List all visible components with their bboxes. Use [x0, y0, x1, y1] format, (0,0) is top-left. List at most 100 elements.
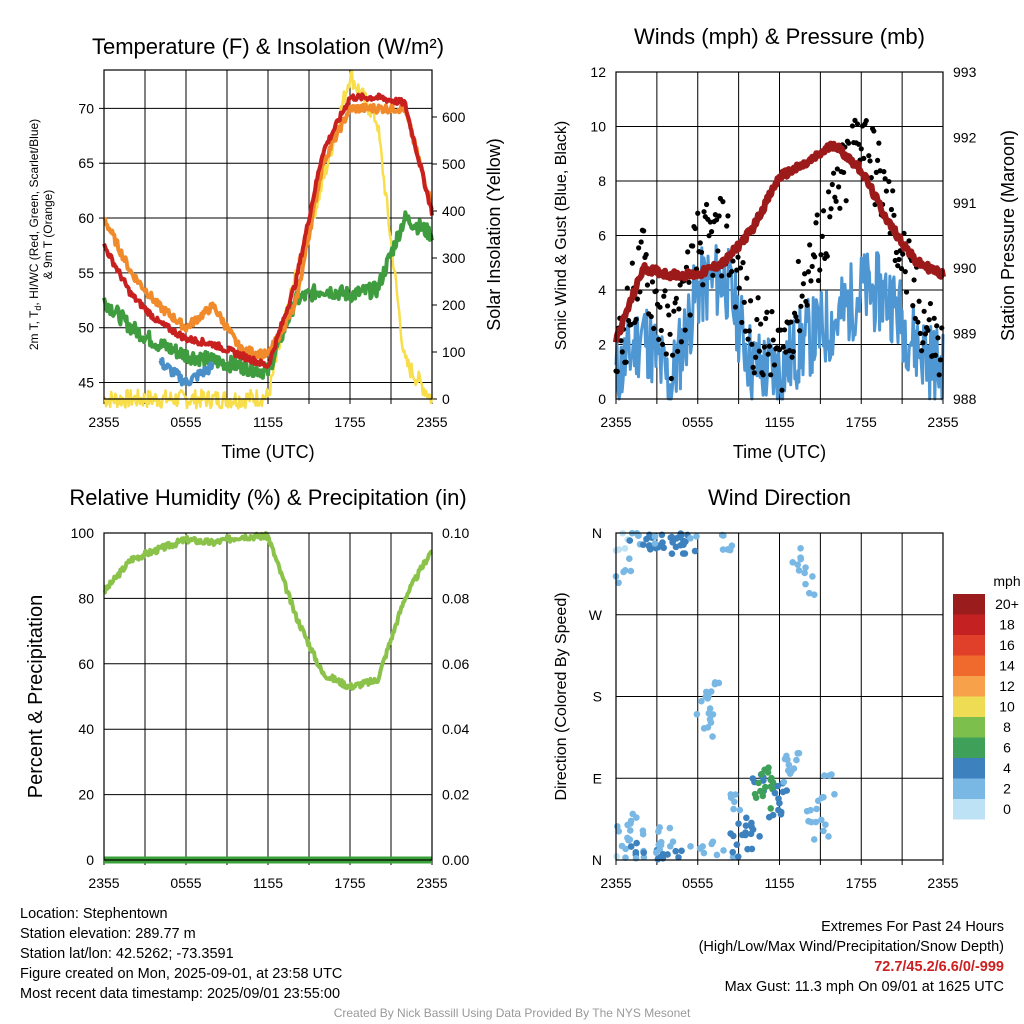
direction-point — [742, 831, 749, 839]
y-tick-label: E — [593, 770, 602, 786]
max-gust-text: Max Gust: 11.3 mph On 09/01 at 1625 UTC — [724, 979, 1004, 995]
extremes-title: Extremes For Past 24 Hours — [821, 919, 1004, 935]
direction-point — [764, 769, 772, 776]
direction-point — [794, 561, 802, 568]
direction-point — [810, 836, 818, 843]
direction-point — [622, 845, 629, 853]
gust-point — [658, 327, 664, 334]
gust-point — [920, 340, 926, 346]
direction-point — [702, 688, 710, 696]
gust-point — [677, 282, 683, 288]
gust-point — [789, 354, 795, 360]
series-solar — [103, 70, 434, 410]
legend-title: mph — [993, 573, 1020, 589]
direction-point — [615, 579, 622, 587]
gust-point — [776, 347, 783, 353]
x-tick-label: 1755 — [846, 414, 877, 430]
direction-point — [704, 724, 712, 731]
y-tick-label: 60 — [78, 210, 94, 226]
x-tick-label: 2355 — [416, 875, 447, 891]
y-tick-label: 4 — [598, 282, 606, 298]
gust-point — [629, 260, 635, 266]
direction-point — [639, 541, 647, 548]
direction-point — [621, 545, 629, 552]
gust-point — [771, 362, 778, 368]
legend-label: 0 — [1003, 801, 1011, 817]
x-tick-label: 2355 — [88, 414, 119, 430]
created-text: Figure created on Mon, 2025-09-01, at 23… — [20, 966, 343, 982]
direction-point — [667, 534, 675, 541]
direction-point — [651, 533, 659, 540]
legend-label: 2 — [1003, 781, 1011, 797]
gust-point — [756, 348, 762, 354]
x-tick-label: 1755 — [334, 875, 365, 891]
gust-point — [807, 242, 813, 248]
extremes-values: 72.7/45.2/6.6/0/-999 — [874, 959, 1004, 975]
y-tick-label: 40 — [78, 721, 94, 737]
x-tick-label: 1155 — [764, 414, 794, 430]
direction-point — [802, 580, 809, 588]
gust-point — [707, 219, 713, 225]
y-tick-label: 55 — [78, 265, 94, 281]
y2-tick-label: 0 — [442, 391, 450, 407]
direction-point — [698, 697, 705, 705]
gust-point — [931, 315, 937, 321]
gust-point — [854, 121, 861, 127]
y-axis-label: Percent & Precipitation — [25, 595, 47, 798]
gust-point — [868, 175, 874, 181]
gust-point — [671, 308, 677, 314]
direction-point — [640, 849, 648, 856]
gust-point — [828, 206, 834, 212]
gust-point — [686, 279, 692, 285]
y-tick-label: 6 — [598, 228, 606, 244]
direction-point — [729, 848, 737, 856]
gust-point — [741, 299, 747, 305]
gust-point — [669, 352, 676, 358]
gust-point — [758, 321, 764, 327]
direction-point — [779, 788, 787, 796]
gust-point — [740, 260, 746, 266]
gust-point — [795, 258, 801, 265]
station-info: Location: Stephentown Station elevation:… — [20, 904, 342, 1004]
direction-point — [771, 789, 779, 797]
gust-point — [685, 249, 691, 255]
gust-point — [813, 220, 819, 226]
gust-point — [720, 199, 726, 205]
gust-point — [867, 158, 873, 164]
y-tick-label: 12 — [590, 64, 606, 80]
chart-title-2: Winds (mph) & Pressure (mb) — [634, 24, 925, 49]
gust-point — [746, 328, 752, 334]
legend-label: 16 — [999, 637, 1015, 653]
gust-point — [663, 351, 669, 357]
gust-point — [837, 205, 843, 211]
direction-point — [624, 834, 631, 842]
direction-point — [727, 791, 735, 798]
location-text: Location: Stephentown — [20, 906, 168, 922]
legend-label: 10 — [999, 699, 1015, 715]
gust-point — [662, 288, 668, 294]
gust-point — [703, 201, 710, 208]
gust-point — [697, 240, 703, 246]
y2-axis-label: Station Pressure (Maroon) — [998, 130, 1018, 341]
gust-point — [744, 275, 750, 281]
y2-tick-label: 0.08 — [442, 590, 469, 606]
gust-point — [886, 178, 892, 185]
direction-point — [731, 798, 738, 806]
direction-point — [627, 843, 635, 850]
direction-point — [678, 847, 685, 855]
y-tick-label: 0 — [86, 852, 94, 868]
gust-point — [832, 194, 838, 200]
legend-swatch — [953, 717, 985, 738]
gust-point — [637, 289, 643, 295]
x-tick-label: 1755 — [846, 875, 877, 891]
gust-point — [644, 282, 651, 288]
gust-point — [730, 258, 736, 264]
gust-point — [657, 304, 663, 310]
gust-point — [876, 140, 882, 146]
gust-point — [937, 357, 944, 363]
y-tick-label: 45 — [78, 375, 94, 391]
direction-point — [767, 805, 775, 812]
gust-point — [800, 281, 806, 287]
gust-point — [817, 267, 823, 273]
y2-tick-label: 400 — [442, 203, 466, 219]
